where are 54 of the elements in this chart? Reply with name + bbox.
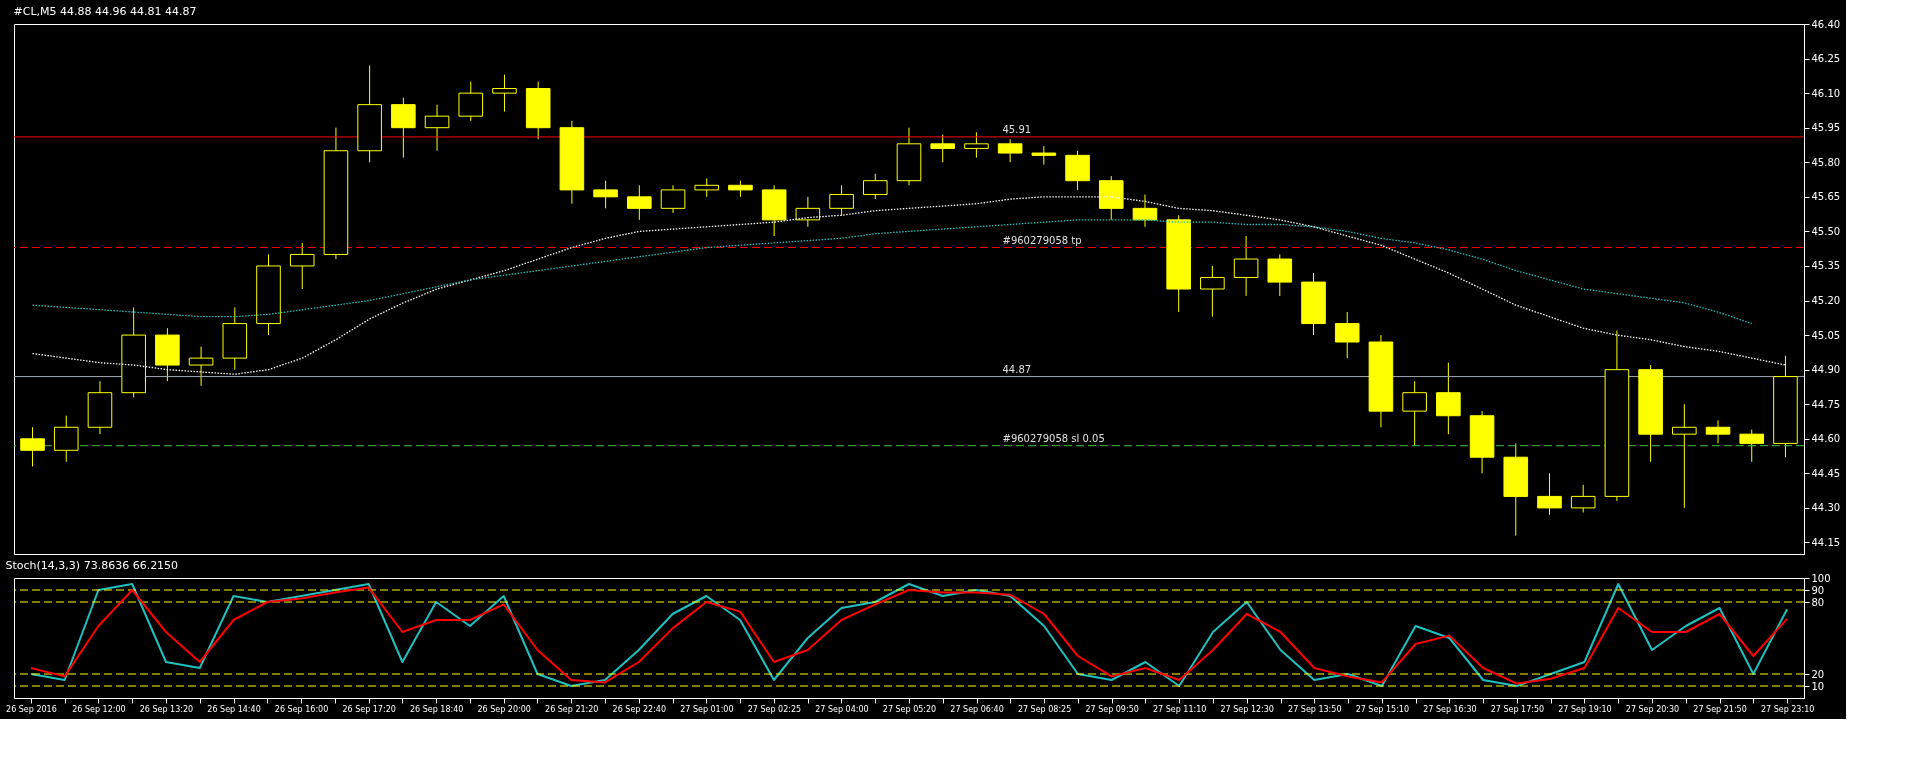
x-tick-label: 27 Sep 15:10	[1355, 704, 1410, 714]
x-tick-label: 26 Sep 13:20	[139, 704, 194, 714]
x-tick-label: 27 Sep 02:25	[747, 704, 802, 714]
x-tick-label: 27 Sep 06:40	[950, 704, 1004, 714]
y-tick-label: 44.90	[1811, 364, 1841, 376]
y-tick-label: 45.50	[1811, 225, 1841, 237]
y-tick-label: 90	[1811, 584, 1825, 596]
x-tick-label: 27 Sep 23:10	[1760, 704, 1815, 714]
x-tick-label: 26 Sep 22:40	[612, 704, 667, 714]
chart-title: Stoch(14,3,3) 73.8636 66.2150	[5, 559, 179, 572]
y-tick-label: 46.40	[1811, 18, 1841, 30]
x-tick-label: 27 Sep 09:50	[1085, 704, 1139, 714]
y-tick-label: 46.25	[1811, 53, 1841, 65]
x-tick-label: 27 Sep 21:50	[1693, 704, 1747, 714]
ref-line-label: 44.87	[1002, 363, 1032, 375]
ref-line-label: #960279058 tp	[1002, 234, 1082, 246]
y-tick-label: 44.15	[1811, 536, 1841, 548]
ref-line-label: #960279058 sl 0.05	[1002, 432, 1105, 444]
y-tick-label: 45.20	[1811, 295, 1841, 307]
x-tick-label: 27 Sep 19:10	[1558, 704, 1612, 714]
y-tick-label: 80	[1811, 596, 1825, 608]
chart-title: #CL,M5 44.88 44.96 44.81 44.87	[13, 5, 197, 18]
x-tick-label: 27 Sep 11:10	[1152, 704, 1207, 714]
x-tick-label: 26 Sep 14:40	[207, 704, 261, 714]
y-tick-label: 44.30	[1811, 502, 1841, 514]
x-tick-label: 27 Sep 13:50	[1288, 704, 1342, 714]
x-tick-label: 27 Sep 01:00	[680, 704, 734, 714]
x-tick-label: 27 Sep 16:30	[1423, 704, 1477, 714]
x-tick-label: 27 Sep 17:50	[1490, 704, 1545, 714]
x-tick-label: 27 Sep 12:30	[1220, 704, 1274, 714]
y-tick-label: 45.05	[1811, 329, 1841, 341]
x-tick-label: 26 Sep 2016	[6, 704, 57, 714]
x-tick-label: 27 Sep 08:25	[1017, 704, 1072, 714]
y-tick-label: 45.80	[1811, 156, 1841, 168]
y-tick-label: 44.60	[1811, 433, 1841, 445]
x-tick-label: 26 Sep 17:20	[342, 704, 396, 714]
x-tick-label: 27 Sep 20:30	[1625, 704, 1680, 714]
y-tick-label: 44.75	[1811, 398, 1841, 410]
y-tick-label: 100	[1811, 572, 1831, 584]
y-tick-label: 20	[1811, 668, 1825, 680]
x-tick-label: 27 Sep 05:20	[882, 704, 937, 714]
x-tick-label: 26 Sep 20:00	[477, 704, 531, 714]
y-tick-label: 46.10	[1811, 87, 1841, 99]
x-tick-label: 26 Sep 21:20	[545, 704, 599, 714]
y-tick-label: 45.65	[1811, 191, 1841, 203]
x-tick-label: 26 Sep 16:00	[274, 704, 329, 714]
y-tick-label: 10	[1811, 680, 1825, 692]
x-tick-label: 26 Sep 18:40	[409, 704, 464, 714]
ref-line-label: 45.91	[1002, 123, 1032, 135]
y-tick-label: 44.45	[1811, 467, 1841, 479]
x-tick-label: 27 Sep 04:00	[815, 704, 869, 714]
x-tick-label: 26 Sep 12:00	[72, 704, 126, 714]
y-tick-label: 45.35	[1811, 260, 1841, 272]
y-tick-label: 45.95	[1811, 122, 1841, 134]
